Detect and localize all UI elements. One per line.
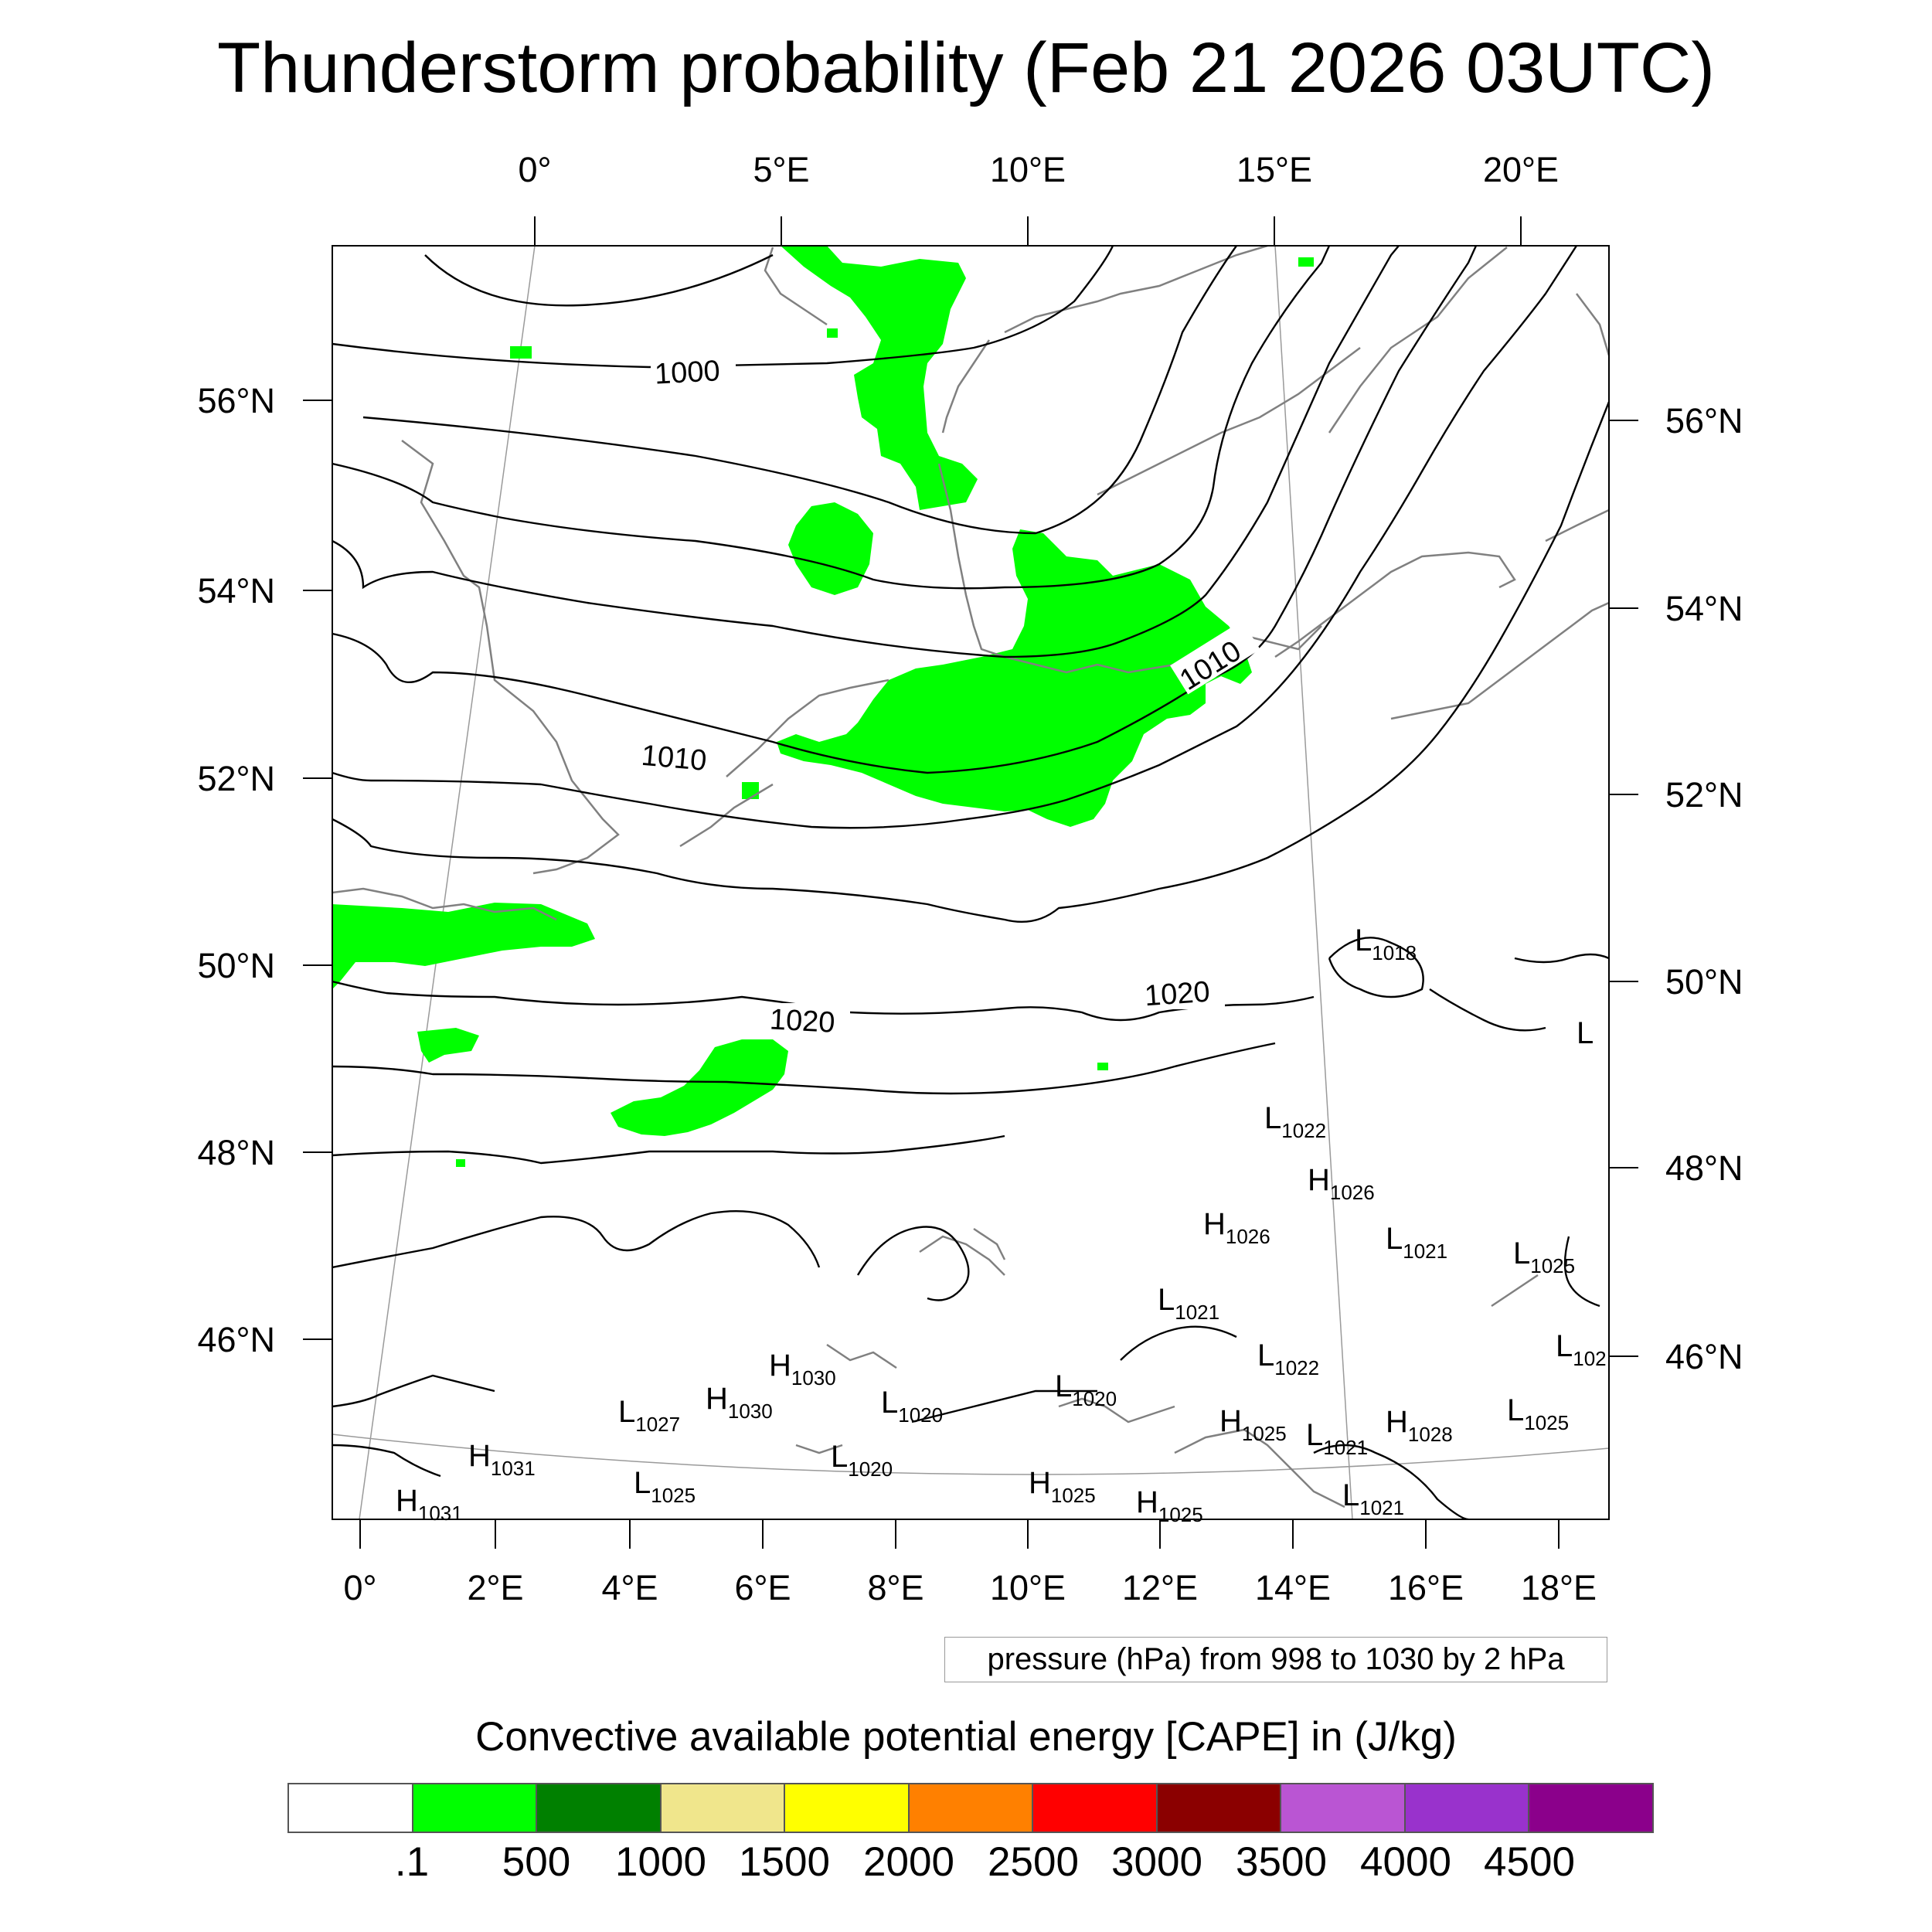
bottom-lon-label: 14°E — [1255, 1568, 1331, 1607]
bottom-lon-label: 12°E — [1122, 1568, 1198, 1607]
pressure-centers: L1018 L L1022 H1026 H1026 L1021 L1025 L1… — [396, 923, 1607, 1526]
pressure-center: H1026 — [1308, 1163, 1375, 1204]
bottom-lon-label: 2°E — [467, 1568, 523, 1607]
colorbar-label: 3000 — [1111, 1839, 1202, 1885]
pressure-center: H1028 — [1386, 1405, 1453, 1446]
right-latitude-labels: 56°N 54°N 52°N 50°N 48°N 46°N — [1665, 401, 1743, 1376]
left-lat-label: 50°N — [197, 946, 275, 985]
pressure-center: H1026 — [1203, 1207, 1270, 1248]
bottom-lon-label: 0° — [343, 1568, 376, 1607]
top-lon-label: 5°E — [753, 150, 809, 189]
pressure-center: H1031 — [468, 1439, 536, 1480]
bottom-lon-label: 8°E — [867, 1568, 923, 1607]
top-lon-label: 20°E — [1483, 150, 1559, 189]
right-lat-label: 56°N — [1665, 401, 1743, 440]
colorbar-swatch — [1281, 1784, 1406, 1832]
top-longitude-labels: 0° 5°E 10°E 15°E 20°E — [518, 150, 1559, 189]
pressure-center: H1030 — [769, 1349, 836, 1389]
pressure-center: L1021 — [1158, 1283, 1219, 1324]
colorbar-swatch — [785, 1784, 910, 1832]
colorbar-swatch — [413, 1784, 538, 1832]
colorbar-swatch — [1405, 1784, 1530, 1832]
top-lon-label: 10°E — [990, 150, 1066, 189]
colorbar-label: 1500 — [739, 1839, 830, 1885]
cape-shading — [332, 246, 1314, 1167]
colorbar-label: 500 — [502, 1839, 571, 1885]
pressure-center: L1027 — [618, 1395, 680, 1436]
left-lat-label: 46°N — [197, 1320, 275, 1359]
pressure-center: L102 — [1556, 1329, 1607, 1370]
pressure-center: H1025 — [1136, 1485, 1203, 1526]
bottom-longitude-labels: 0° 2°E 4°E 6°E 8°E 10°E 12°E 14°E 16°E 1… — [343, 1568, 1597, 1607]
colorbar-label: 4000 — [1360, 1839, 1451, 1885]
right-lat-label: 52°N — [1665, 775, 1743, 815]
top-lon-label: 0° — [518, 150, 551, 189]
isobar-labels: 1000 1010 1010 1020 1020 — [640, 354, 1260, 1039]
colorbar-title: Convective available potential energy [C… — [475, 1714, 1457, 1760]
colorbar-swatch — [1157, 1784, 1282, 1832]
map-frame — [332, 245, 1610, 1520]
pressure-contour-note: pressure (hPa) from 998 to 1030 by 2 hPa — [944, 1637, 1607, 1682]
pressure-center: L1025 — [634, 1466, 696, 1507]
pressure-center: H1031 — [396, 1484, 463, 1525]
bottom-lon-label: 6°E — [734, 1568, 791, 1607]
pressure-center: L — [1577, 1016, 1594, 1050]
graticule — [332, 246, 1609, 1519]
colorbar-swatch — [1033, 1784, 1158, 1832]
isobar-label: 1010 — [640, 740, 708, 777]
pressure-center: L1020 — [831, 1440, 893, 1481]
pressure-center: L1021 — [1386, 1222, 1447, 1263]
pressure-center: H1025 — [1219, 1404, 1287, 1445]
right-lat-label: 50°N — [1665, 962, 1743, 1002]
colorbar-swatch — [661, 1784, 786, 1832]
right-lat-label: 54°N — [1665, 589, 1743, 628]
pressure-center: L1020 — [881, 1386, 943, 1427]
bottom-lon-label: 16°E — [1388, 1568, 1464, 1607]
right-lat-label: 46°N — [1665, 1337, 1743, 1376]
pressure-center: H1025 — [1029, 1466, 1096, 1507]
pressure-center: L1021 — [1306, 1418, 1368, 1459]
left-lat-label: 54°N — [197, 571, 275, 611]
pressure-center: L1018 — [1355, 923, 1417, 964]
map-title: Thunderstorm probability (Feb 21 2026 03… — [216, 29, 1716, 107]
right-lat-label: 48°N — [1665, 1148, 1743, 1188]
bottom-lon-label: 4°E — [601, 1568, 658, 1607]
left-lat-label: 52°N — [197, 759, 275, 798]
bottom-lon-label: 18°E — [1521, 1568, 1597, 1607]
colorbar-labels: .1 500 1000 1500 2000 2500 3000 3500 400… — [0, 1839, 1932, 1893]
pressure-center: L1022 — [1257, 1338, 1319, 1379]
bottom-lon-label: 10°E — [990, 1568, 1066, 1607]
pressure-center: L1021 — [1342, 1478, 1404, 1519]
left-lat-label: 48°N — [197, 1133, 275, 1172]
top-lon-label: 15°E — [1236, 150, 1312, 189]
isobar-label: 1020 — [1144, 976, 1211, 1013]
pressure-center: L1025 — [1507, 1393, 1569, 1434]
tick-marks — [303, 216, 1638, 1549]
isobar-label: 1000 — [654, 355, 721, 390]
left-lat-label: 56°N — [197, 381, 275, 420]
colorbar-swatch — [537, 1784, 662, 1832]
pressure-center: L1025 — [1513, 1236, 1575, 1277]
cape-colorbar — [287, 1783, 1654, 1833]
colorbar-label: 2500 — [988, 1839, 1079, 1885]
pressure-center: L1020 — [1055, 1369, 1117, 1410]
colorbar-swatch — [289, 1784, 413, 1832]
isobars — [332, 246, 1609, 1519]
colorbar-swatch — [909, 1784, 1034, 1832]
left-latitude-labels: 56°N 54°N 52°N 50°N 48°N 46°N — [197, 381, 275, 1359]
pressure-center: L1022 — [1264, 1101, 1326, 1142]
isobar-label: 1020 — [769, 1003, 836, 1039]
colorbar-label: 1000 — [615, 1839, 706, 1885]
coastlines — [332, 246, 1609, 1509]
pressure-center: H1030 — [706, 1382, 773, 1423]
colorbar-label: .1 — [394, 1839, 430, 1885]
colorbar-label: 2000 — [863, 1839, 954, 1885]
colorbar-label: 4500 — [1484, 1839, 1575, 1885]
colorbar-swatch — [1529, 1784, 1653, 1832]
colorbar-label: 3500 — [1236, 1839, 1327, 1885]
